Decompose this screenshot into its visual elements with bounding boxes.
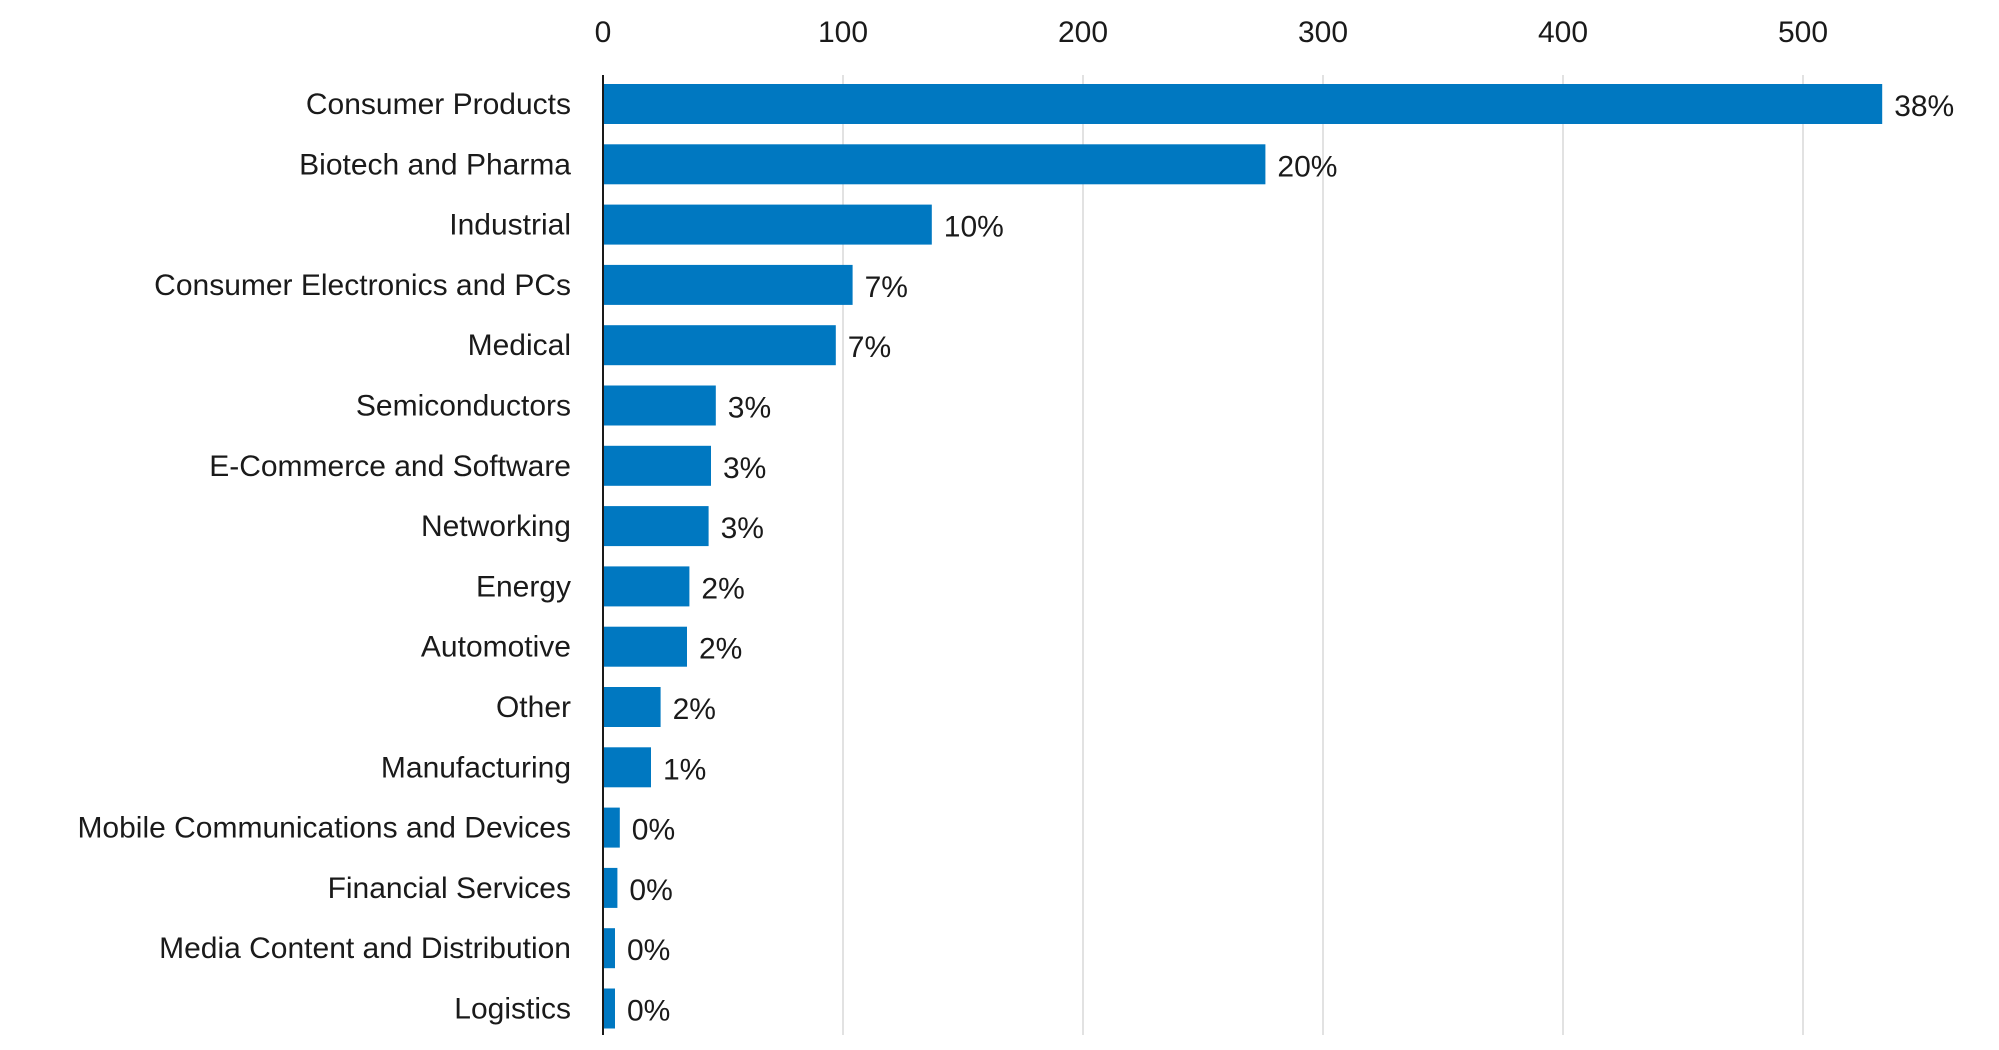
data-label: 2% bbox=[701, 572, 744, 605]
x-tick-label: 300 bbox=[1298, 16, 1348, 49]
x-tick-label: 100 bbox=[818, 16, 868, 49]
category-label: Financial Services bbox=[328, 872, 571, 905]
x-tick-label: 400 bbox=[1538, 16, 1588, 49]
data-label: 3% bbox=[721, 512, 764, 545]
data-label: 1% bbox=[663, 753, 706, 786]
bar bbox=[603, 687, 661, 727]
bar bbox=[603, 627, 687, 667]
bar bbox=[603, 84, 1882, 124]
category-labels: Consumer Products Biotech and Pharma Indus… bbox=[77, 88, 571, 1026]
category-label: E-Commerce and Software bbox=[209, 450, 571, 483]
bar bbox=[603, 566, 689, 606]
bar bbox=[603, 144, 1265, 184]
x-tick-label: 200 bbox=[1058, 16, 1108, 49]
category-label: Media Content and Distribution bbox=[159, 932, 571, 965]
category-label: Mobile Communications and Devices bbox=[77, 812, 571, 845]
bar bbox=[603, 928, 615, 968]
data-label: 7% bbox=[865, 271, 908, 304]
data-label: 20% bbox=[1277, 150, 1337, 183]
bar bbox=[603, 386, 716, 426]
data-label: 2% bbox=[699, 633, 742, 666]
data-label: 0% bbox=[629, 874, 672, 907]
category-label: Semiconductors bbox=[356, 390, 571, 423]
category-label: Medical bbox=[468, 329, 571, 362]
category-label: Industrial bbox=[449, 209, 571, 242]
category-label: Biotech and Pharma bbox=[299, 148, 571, 181]
bar bbox=[603, 989, 615, 1029]
category-label: Energy bbox=[476, 570, 571, 603]
category-label: Automotive bbox=[421, 631, 571, 664]
data-label: 0% bbox=[627, 934, 670, 967]
data-label: 7% bbox=[848, 331, 891, 364]
x-tick-label: 500 bbox=[1778, 16, 1828, 49]
bar bbox=[603, 325, 836, 365]
bar bbox=[603, 265, 853, 305]
x-axis-ticks: 0 100 200 300 400 500 bbox=[595, 16, 1828, 49]
data-label: 10% bbox=[944, 211, 1004, 244]
category-label: Consumer Electronics and PCs bbox=[154, 269, 571, 302]
category-label: Logistics bbox=[454, 993, 571, 1026]
x-tick-label: 0 bbox=[595, 16, 612, 49]
bar bbox=[603, 747, 651, 787]
bar bbox=[603, 868, 617, 908]
bar bbox=[603, 506, 709, 546]
category-label: Networking bbox=[421, 510, 571, 543]
bar bbox=[603, 808, 620, 848]
bar bbox=[603, 446, 711, 486]
bar bbox=[603, 205, 932, 245]
bars bbox=[603, 84, 1882, 1029]
data-label: 38% bbox=[1894, 90, 1954, 123]
data-label: 0% bbox=[627, 995, 670, 1028]
category-label: Manufacturing bbox=[381, 751, 571, 784]
data-label: 2% bbox=[673, 693, 716, 726]
data-label: 3% bbox=[728, 392, 771, 425]
category-label: Consumer Products bbox=[306, 88, 571, 121]
data-label: 0% bbox=[632, 814, 675, 847]
category-label: Other bbox=[496, 691, 571, 724]
data-label: 3% bbox=[723, 452, 766, 485]
